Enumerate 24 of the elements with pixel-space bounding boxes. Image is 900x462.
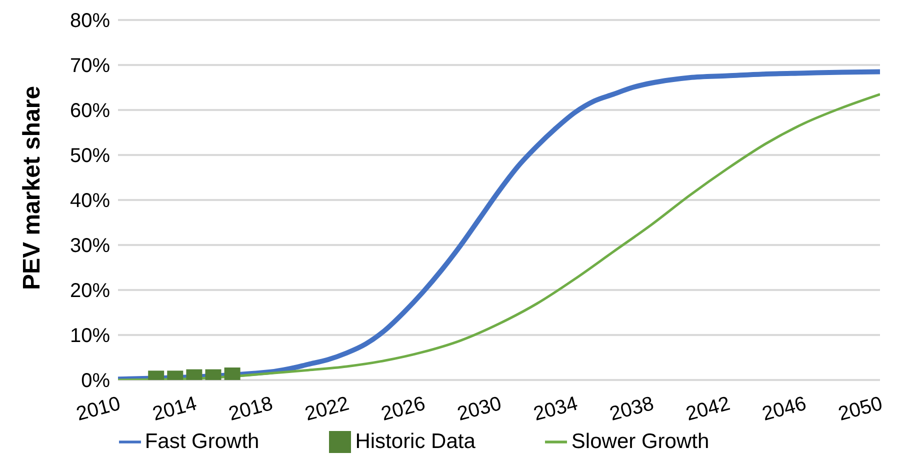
y-axis-title: PEV market share	[18, 86, 46, 290]
x-tick-label: 2050	[836, 392, 885, 426]
y-tick-label: 30%	[70, 235, 110, 258]
y-tick-label: 60%	[70, 100, 110, 122]
y-tick-label: 70%	[70, 55, 110, 78]
x-tick-label: 2030	[455, 392, 504, 426]
y-tick-label: 40%	[70, 190, 110, 212]
x-tick-label: 2010	[74, 392, 123, 426]
x-tick-label: 2018	[226, 392, 276, 426]
x-tick-label: 2026	[378, 392, 428, 426]
x-tick-label: 2034	[531, 392, 580, 426]
y-tick-label: 10%	[70, 325, 110, 348]
legend-label: Slower Growth	[571, 430, 710, 453]
y-tick-label: 0%	[81, 370, 110, 392]
y-tick-label: 50%	[70, 145, 110, 168]
legend-label: Fast Growth	[144, 430, 260, 453]
x-tick-label: 2014	[150, 392, 200, 426]
x-tick-label: 2046	[760, 392, 809, 426]
y-tick-label: 80%	[70, 10, 110, 32]
x-tick-label: 2042	[684, 392, 732, 426]
y-tick-label: 20%	[70, 280, 110, 302]
legend-label: Historic Data	[355, 430, 476, 453]
x-tick-label: 2038	[608, 392, 656, 426]
x-tick-label: 2022	[302, 392, 352, 426]
